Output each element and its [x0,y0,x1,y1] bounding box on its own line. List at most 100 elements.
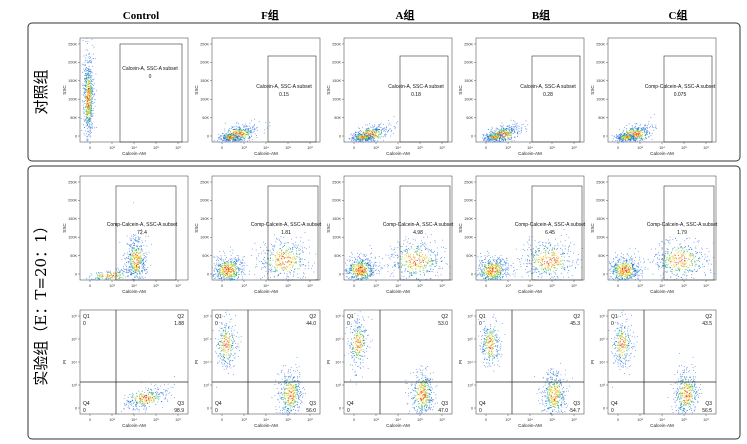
event-dot [621,138,623,140]
event-dot [510,129,512,131]
event-dot [91,61,92,63]
event-dot [368,264,370,265]
event-dot [368,136,370,138]
event-dot [633,130,635,132]
event-dot [93,84,94,86]
event-dot [86,140,88,142]
event-dot [300,245,302,247]
event-dot [281,261,283,263]
event-dot [286,273,288,275]
event-dot [498,136,500,138]
event-dot [87,94,89,95]
event-dot [90,79,91,80]
event-dot [93,94,95,96]
event-dot [299,259,300,260]
event-dot [285,252,287,254]
event-dot [499,139,500,140]
event-dot [490,138,491,140]
event-dot [263,132,265,134]
event-dot [132,254,133,256]
gate-box [531,55,581,143]
x-tick-label: 10⁶ [439,284,445,288]
event-dot [623,138,625,140]
event-dot [241,141,243,143]
event-dot [216,275,218,277]
event-dot [637,131,639,133]
event-dot [237,268,239,270]
event-dot [131,258,133,260]
event-dot [235,141,237,142]
event-dot [365,138,366,139]
y-tick-label: 200K [332,61,341,65]
event-dot [85,105,87,107]
event-dot [227,265,228,266]
event-dot [494,139,496,141]
event-dot [231,268,232,270]
event-dot [82,40,84,41]
event-dot [372,126,374,128]
event-dot [83,101,85,103]
event-dot [632,136,634,138]
event-dot [384,129,385,131]
event-dot [293,256,295,257]
event-dot [641,129,643,131]
event-dot [91,109,93,111]
event-dot [113,273,115,275]
event-dot [89,102,90,104]
event-dot [363,136,365,138]
event-dot [300,240,301,242]
event-dot [240,131,242,133]
event-dot [85,80,87,82]
event-dot [130,272,132,274]
event-dot [92,100,93,102]
event-dot [346,270,348,272]
event-dot [500,128,502,130]
event-dot [131,235,132,237]
x-tick-label: 10³ [109,284,115,288]
event-dot [357,271,359,272]
event-dot [262,250,264,252]
event-dot [130,253,132,255]
event-dot [363,263,365,265]
event-dot [368,138,370,140]
event-dot [289,267,291,269]
event-dot [136,257,138,259]
event-dot [304,265,306,267]
event-dot [128,271,129,273]
event-dot [492,132,494,134]
event-dot [648,136,650,138]
event-dot [241,136,243,138]
event-dot [234,265,235,267]
event-dot [616,136,618,137]
event-dot [88,83,90,85]
event-dot [135,255,137,257]
event-dot [133,241,134,243]
event-dot [87,98,89,100]
event-dot [230,276,232,278]
event-dot [248,139,250,141]
event-dot [271,265,273,267]
event-dot [362,272,364,274]
event-dot [376,128,378,130]
event-dot [131,274,133,275]
event-dot [497,133,499,135]
event-dot [628,137,629,139]
event-dot [640,129,642,131]
event-dot [366,135,368,137]
event-dot [351,140,353,142]
event-dot [221,135,223,137]
event-dot [511,133,513,135]
event-dot [632,136,634,138]
event-dot [644,128,645,130]
event-dot [496,127,498,129]
event-dot [346,264,348,266]
event-dot [353,271,355,272]
event-dot [363,267,365,269]
event-dot [251,138,253,140]
event-dot [138,257,140,259]
event-dot [226,268,228,270]
event-dot [492,136,494,138]
event-dot [356,137,358,139]
event-dot [234,278,235,280]
event-dot [89,109,90,111]
